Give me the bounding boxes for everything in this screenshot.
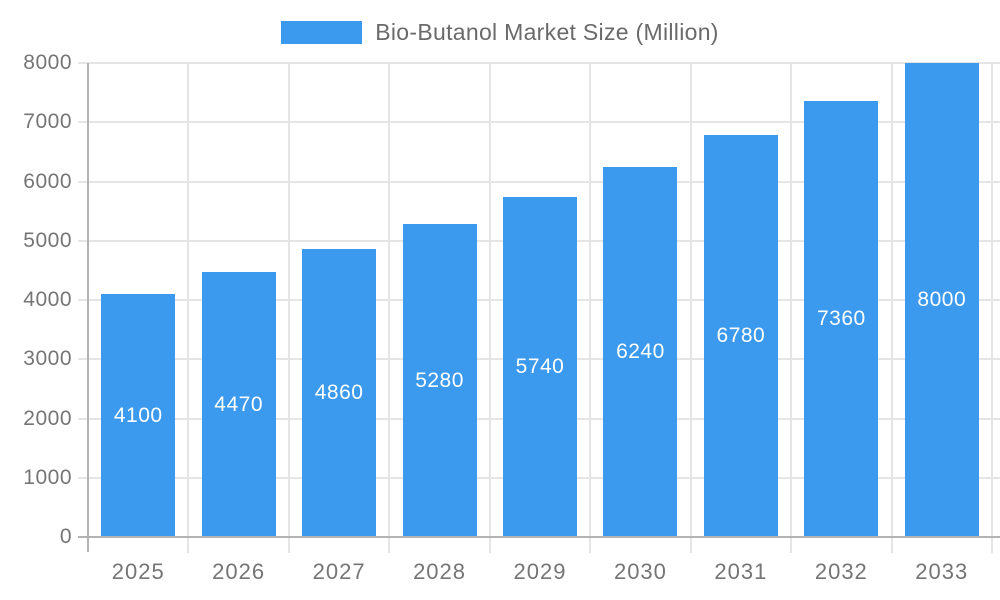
y-axis-label: 2000 — [23, 406, 72, 430]
category-boundary-line — [890, 63, 893, 553]
category-boundary-line — [287, 63, 290, 553]
bar[interactable]: 5280 — [402, 224, 477, 537]
y-axis-tick — [78, 239, 88, 242]
x-axis-label: 2032 — [814, 559, 868, 584]
legend-item[interactable]: Bio-Butanol Market Size (Million) — [281, 19, 719, 46]
bar-value-label: 6780 — [716, 324, 766, 348]
y-axis-label: 5000 — [23, 228, 72, 252]
y-axis-tick — [78, 358, 88, 361]
y-axis-line — [87, 63, 89, 552]
y-axis-label: 1000 — [23, 465, 72, 489]
category-boundary-line — [689, 63, 692, 553]
y-axis-label: 7000 — [23, 110, 72, 134]
legend: Bio-Butanol Market Size (Million) — [0, 19, 1000, 46]
category-boundary-line — [488, 63, 491, 553]
y-axis-label: 8000 — [23, 51, 72, 74]
bar-value-label: 5280 — [415, 368, 464, 392]
gridline-horizontal — [88, 180, 1000, 183]
bar-value-label: 5740 — [515, 354, 565, 378]
bar-value-label: 4470 — [214, 392, 264, 416]
x-axis-label: 2028 — [413, 559, 467, 584]
y-axis-label: 0 — [59, 525, 72, 548]
bar[interactable]: 6780 — [703, 135, 778, 537]
y-axis-tick — [78, 299, 88, 301]
bar-value-label: 4860 — [314, 381, 364, 404]
legend-swatch-icon — [281, 21, 363, 44]
bar[interactable]: 6240 — [603, 167, 678, 537]
x-axis-label: 2025 — [111, 559, 165, 584]
category-boundary-line — [991, 63, 993, 553]
bar[interactable]: 7360 — [804, 100, 879, 537]
y-axis-tick — [78, 121, 88, 124]
y-axis-tick — [78, 180, 88, 183]
gridline-horizontal — [88, 62, 1000, 64]
y-axis-label: 6000 — [23, 169, 72, 193]
x-axis-label: 2029 — [513, 559, 567, 584]
y-axis-tick — [78, 476, 88, 479]
x-axis-label: 2026 — [212, 559, 266, 584]
x-axis-label: 2031 — [714, 559, 768, 584]
y-axis-tick — [78, 417, 88, 420]
bar[interactable]: 4470 — [201, 272, 276, 537]
x-axis-line — [78, 536, 1000, 538]
category-boundary-line — [388, 63, 391, 553]
x-axis-label: 2033 — [915, 559, 969, 584]
y-axis-label: 4000 — [23, 288, 72, 311]
bar-value-label: 6240 — [616, 340, 665, 364]
bar[interactable]: 5740 — [503, 196, 577, 537]
category-boundary-line — [589, 63, 592, 553]
legend-label: Bio-Butanol Market Size (Million) — [375, 19, 719, 45]
bar-value-label: 4100 — [113, 403, 163, 427]
bar[interactable]: 4860 — [302, 249, 377, 537]
y-axis-label: 3000 — [23, 347, 72, 371]
x-axis-label: 2027 — [312, 559, 366, 584]
bar[interactable]: 4100 — [101, 294, 176, 537]
x-axis-label: 2030 — [613, 559, 667, 584]
category-boundary-line — [187, 63, 190, 553]
bar-value-label: 8000 — [917, 288, 967, 311]
category-boundary-line — [790, 63, 793, 553]
gridline-horizontal — [88, 121, 1000, 124]
y-axis-tick — [78, 62, 88, 64]
bar-value-label: 7360 — [816, 306, 866, 330]
bar[interactable]: 8000 — [904, 63, 979, 537]
